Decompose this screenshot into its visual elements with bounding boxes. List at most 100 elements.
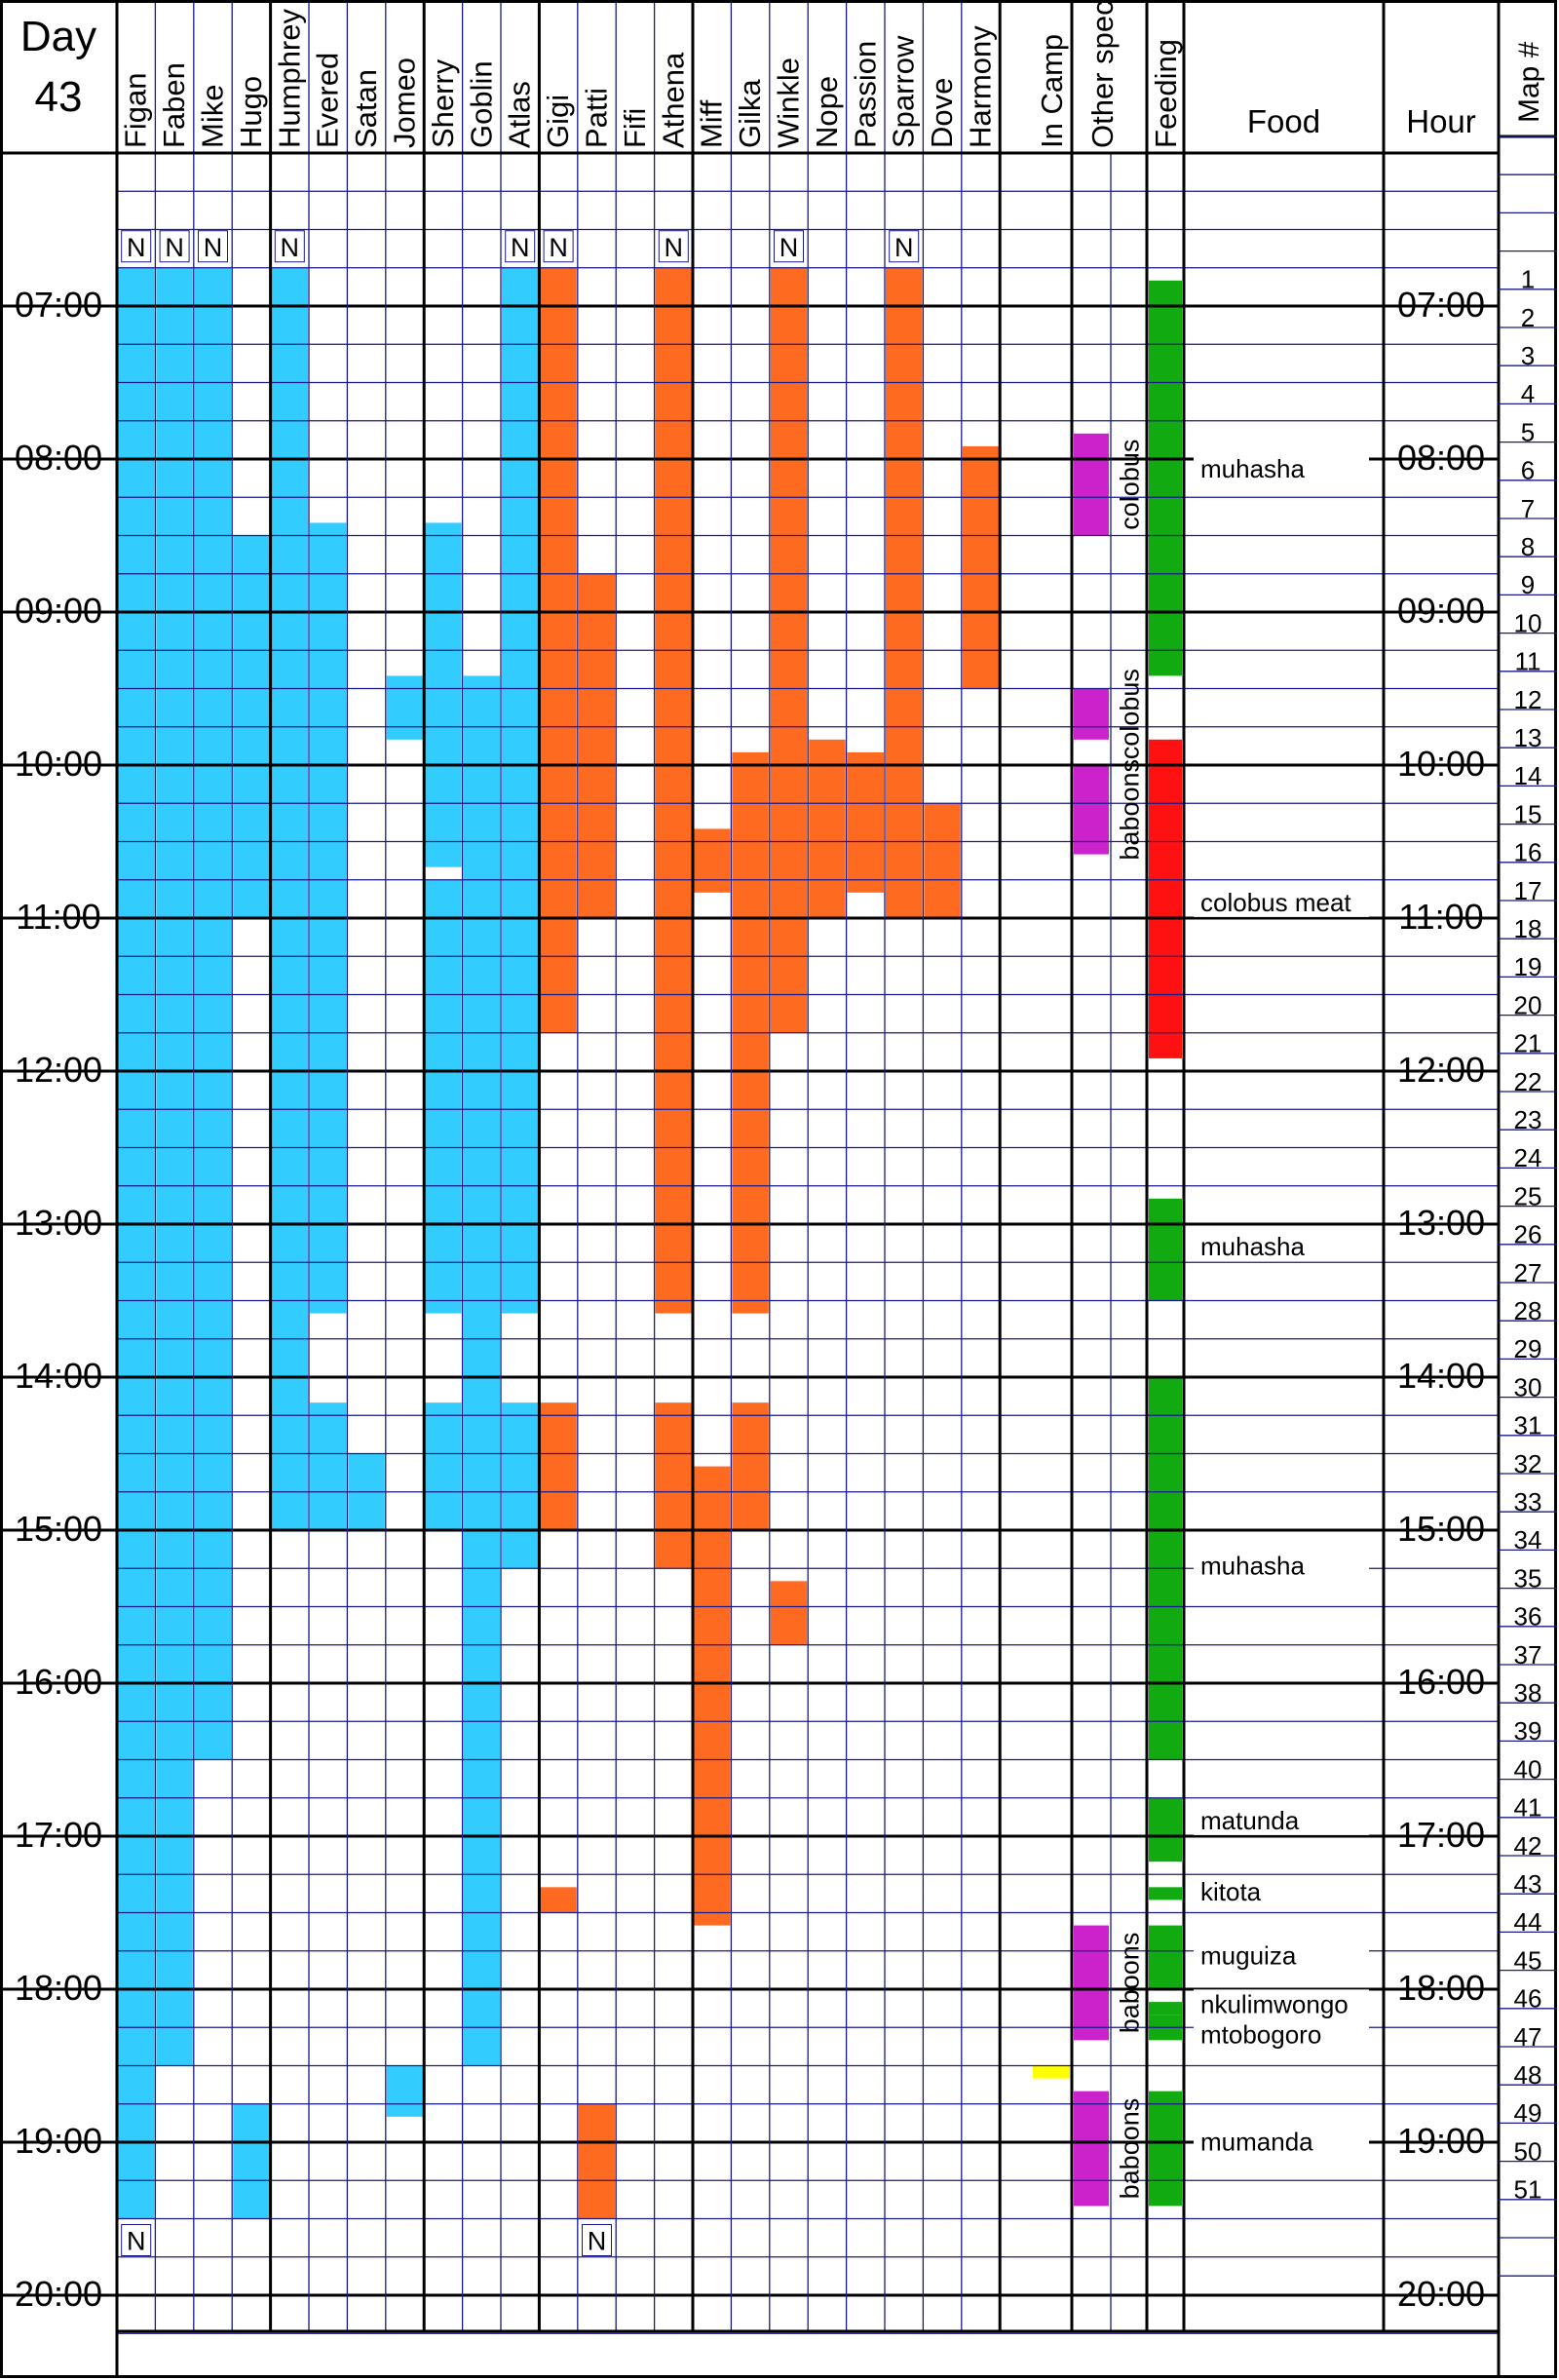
map-number: 26 [1514, 1220, 1542, 1249]
map-number: 30 [1514, 1372, 1542, 1401]
map-number: 17 [1514, 876, 1542, 905]
map-number: 3 [1521, 341, 1535, 370]
feeding-bar-0 [1149, 280, 1182, 676]
map-number: 12 [1514, 685, 1542, 714]
hour-label-left: 09:00 [15, 591, 102, 631]
presence-bar-hugo-1 [233, 2103, 270, 2219]
presence-bar-goblin-0 [463, 675, 500, 2066]
nest-marker-start-faben-box [159, 230, 190, 263]
chimp-name-sparrow: Sparrow [887, 35, 921, 148]
chimp-name-mike: Mike [196, 85, 230, 148]
map-number: 28 [1514, 1296, 1542, 1325]
nest-marker-end-patti-box [582, 2224, 612, 2256]
hour-label-left: 08:00 [15, 438, 102, 478]
hour-label-left: 20:00 [15, 2274, 102, 2314]
map-number: 25 [1514, 1181, 1542, 1210]
other-species-bar-4 [1074, 2091, 1109, 2207]
feeding-bar-4 [1149, 1797, 1182, 1862]
map-number: 43 [1514, 1869, 1542, 1899]
chimp-name-passion: Passion [848, 41, 882, 148]
hour-label-right: 16:00 [1397, 1662, 1485, 1702]
hour-label-left: 10:00 [15, 744, 102, 784]
chimp-name-fifi: Fifi [618, 108, 652, 148]
other-species-bar-3 [1074, 1925, 1109, 2041]
food-label-bg-4 [1194, 1805, 1369, 1835]
other-species-label-1: colobus [1116, 669, 1145, 759]
hour-label-left: 15:00 [15, 1509, 102, 1549]
chimp-name-gigi: Gigi [541, 95, 575, 148]
chimp-name-satan: Satan [349, 69, 383, 148]
presence-bar-sherry-2 [425, 1402, 462, 1530]
chimp-name-faben: Faben [157, 62, 191, 148]
chimp-name-figan: Figan [119, 72, 153, 148]
hour-label-left: 11:00 [16, 897, 100, 937]
presence-bar-patti-1 [578, 2103, 616, 2219]
hour-label-right: 18:00 [1397, 1968, 1485, 2008]
presence-bar-evered-1 [310, 1402, 347, 1530]
day-number: 43 [35, 73, 83, 121]
text-layer: 1234567891011121314151617181920212223242… [15, 0, 1545, 2314]
map-number: 50 [1514, 2136, 1542, 2166]
presence-bar-winkle-1 [770, 1581, 808, 1645]
map-number: 22 [1514, 1067, 1542, 1096]
presence-bar-sherry-0 [425, 522, 462, 867]
feeding-bar-5 [1149, 1887, 1182, 1900]
chimp-name-miff: Miff [695, 99, 729, 148]
other-species-label-bg-0 [1114, 428, 1144, 542]
map-number: 6 [1521, 456, 1535, 485]
nest-marker-start-sparrow: N [894, 233, 914, 262]
food-label-bg-2 [1194, 1232, 1369, 1262]
chimp-name-jomeo: Jomeo [388, 58, 422, 148]
map-number: 51 [1514, 2175, 1542, 2205]
presence-bar-faben-0 [156, 267, 193, 2066]
nest-marker-start-figan-box [121, 230, 152, 263]
map-number: 31 [1514, 1411, 1542, 1440]
hour-label-left: 19:00 [15, 2121, 102, 2161]
food-label-bg-1 [1194, 887, 1369, 917]
presence-bar-sherry-1 [425, 879, 462, 1314]
map-number: 46 [1514, 1984, 1542, 2014]
presence-bar-athena-0 [655, 267, 692, 1314]
chimp-name-atlas: Atlas [503, 81, 537, 148]
nest-marker-end-patti: N [588, 2227, 607, 2256]
map-number: 10 [1514, 608, 1542, 637]
map-number: 21 [1514, 1029, 1542, 1058]
food-label-6: muguiza [1200, 1941, 1297, 1971]
presence-bar-figan-0 [118, 267, 155, 2219]
feeding-bar-1 [1149, 739, 1182, 1058]
other-species-bar-2 [1074, 765, 1109, 855]
presence-bar-miff-0 [694, 828, 731, 893]
feeding-bar-8 [1149, 2015, 1182, 2028]
food-label-4: matunda [1200, 1806, 1300, 1835]
map-number: 15 [1514, 799, 1542, 828]
other-species-header: Other species [1085, 0, 1120, 148]
hour-label-right: 17:00 [1397, 1815, 1485, 1855]
nest-marker-start-mike-box [198, 230, 228, 263]
presence-bar-gigi-2 [540, 1887, 577, 1913]
chimp-name-evered: Evered [311, 53, 345, 148]
chimp-name-sherry: Sherry [426, 58, 460, 148]
nest-marker-start-atlas: N [511, 233, 530, 262]
map-number: 39 [1514, 1716, 1542, 1746]
nest-marker-start-humphrey-box [274, 230, 305, 263]
map-number: 29 [1514, 1334, 1542, 1363]
hour-label-right: 14:00 [1397, 1356, 1485, 1396]
nest-marker-start-sparrow-box [889, 230, 920, 263]
map-number: 42 [1514, 1831, 1542, 1861]
nest-marker-end-figan: N [127, 2227, 146, 2256]
map-number: 23 [1514, 1105, 1542, 1134]
feeding-bar-2 [1149, 1198, 1182, 1301]
hour-label-right: 19:00 [1397, 2121, 1485, 2161]
hour-label-right: 08:00 [1397, 438, 1485, 478]
map-number: 9 [1521, 570, 1535, 599]
food-label-9: mumanda [1200, 2128, 1313, 2157]
feeding-bar-10 [1149, 2091, 1182, 2207]
hour-label-right: 09:00 [1397, 591, 1485, 631]
map-number: 1 [1521, 265, 1535, 294]
map-number: 47 [1514, 2022, 1542, 2052]
nest-marker-start-humphrey: N [281, 233, 300, 262]
map-number: 49 [1514, 2098, 1542, 2128]
map-number: 20 [1514, 990, 1542, 1019]
nest-marker-start-atlas-box [505, 230, 536, 263]
